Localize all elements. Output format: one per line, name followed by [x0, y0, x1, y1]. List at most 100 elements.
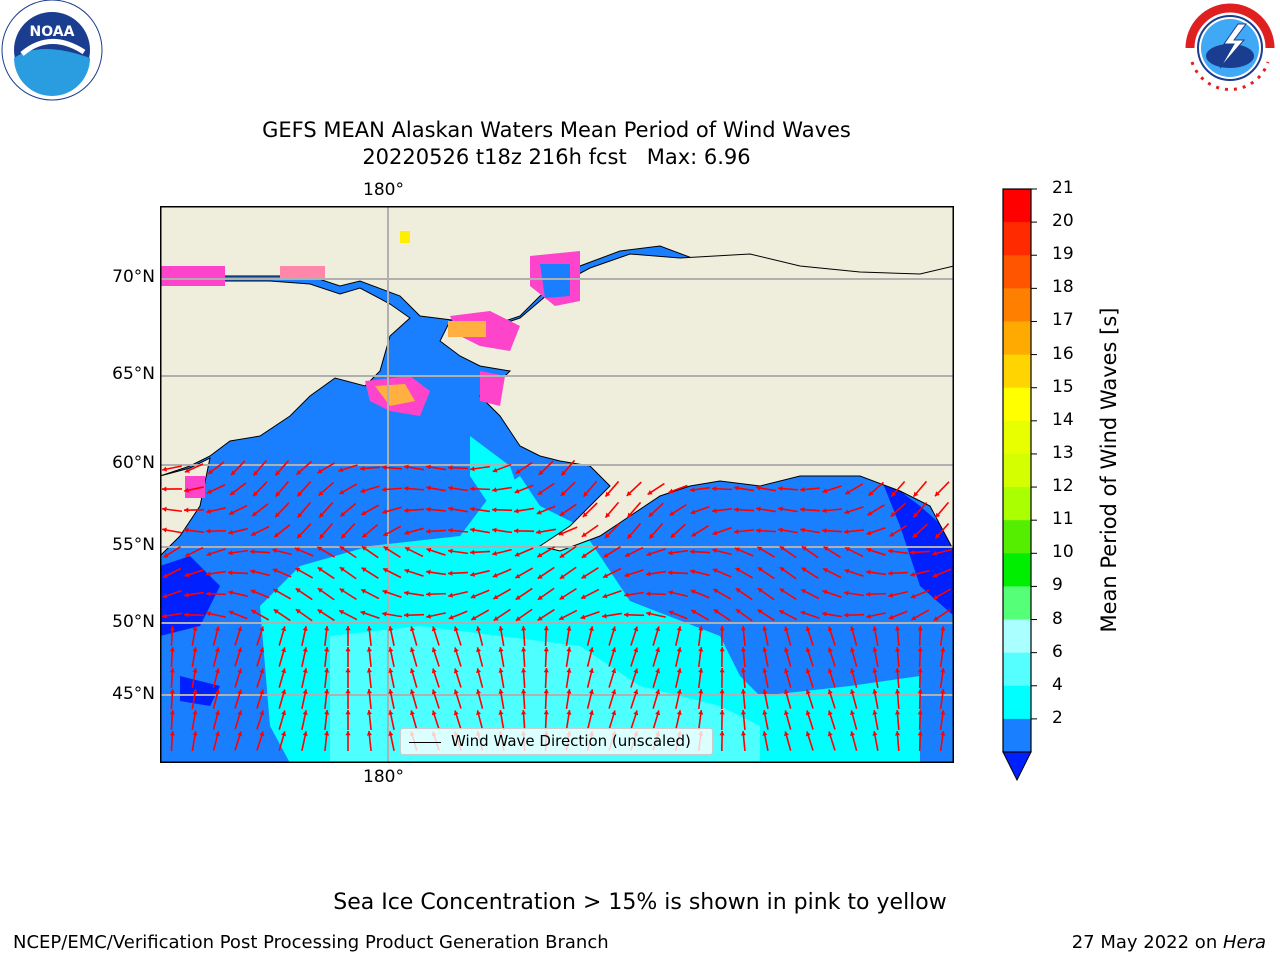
wind-wave-arrowhead [822, 589, 828, 595]
ice-chukchi-open [540, 264, 570, 298]
wind-wave-arrowhead [214, 710, 220, 716]
wind-wave-arrowhead [783, 689, 789, 695]
wind-wave-arrowhead [866, 613, 871, 619]
wind-wave-arrowhead [676, 689, 682, 694]
wind-wave-arrowhead [339, 588, 345, 594]
wind-wave-arrowhead [740, 647, 747, 652]
wind-wave-arrowhead [206, 591, 211, 597]
wind-wave-arrowhead [712, 508, 717, 514]
wind-wave-arrowhead [345, 710, 351, 715]
colorbar-tick-label: 4 [1052, 674, 1063, 695]
wind-wave-arrowhead [324, 668, 330, 673]
wind-wave-arrowhead [192, 689, 198, 694]
wind-wave-arrowhead [783, 668, 789, 674]
colorbar-tick-label: 16 [1052, 343, 1074, 364]
wind-wave-arrowhead [543, 647, 549, 652]
wind-wave-arrowhead [345, 668, 351, 673]
wind-wave-arrowhead [339, 610, 345, 615]
colorbar-block [1003, 288, 1031, 322]
wind-wave-arrowhead [453, 647, 459, 653]
colorbar-blocks [1003, 189, 1031, 753]
lat-label-55: 55°N [112, 535, 155, 555]
map-panel [160, 206, 954, 763]
wind-wave-arrowhead [827, 647, 833, 653]
wind-wave-arrowhead [162, 486, 167, 492]
wind-wave-arrowhead [383, 568, 389, 573]
colorbar-block [1003, 652, 1031, 687]
wind-wave-arrowhead [228, 550, 233, 556]
wind-wave-arrowhead [426, 591, 431, 597]
ocean-zone-low-west [160, 556, 220, 636]
chart-title: GEFS MEAN Alaskan Waters Mean Period of … [262, 118, 851, 142]
wind-wave-arrowhead [259, 626, 265, 632]
wind-wave-arrowhead [206, 528, 211, 534]
wind-wave-arrowhead [448, 527, 453, 533]
wind-wave-arrowhead [169, 689, 175, 694]
wind-wave-arrowhead [559, 553, 565, 558]
wind-wave-arrowhead [894, 668, 901, 673]
wind-wave-arrowhead [537, 595, 543, 600]
colorbar [1000, 186, 1090, 786]
wind-wave-arrowhead [588, 626, 594, 632]
wind-wave-arrowhead [940, 668, 946, 673]
wind-wave-arrowhead [757, 588, 763, 593]
wind-wave-arrowhead [891, 491, 897, 497]
wind-wave-arrowhead [272, 548, 278, 554]
wind-wave-arrowhead [800, 527, 805, 533]
wind-wave-arrowhead [169, 626, 175, 631]
wind-wave-arrowhead [762, 710, 768, 715]
wind-wave-arrowhead [894, 626, 901, 631]
wind-wave-arrowhead [259, 647, 265, 653]
wind-wave-arrowhead [253, 491, 258, 497]
colorbar-block [1003, 619, 1031, 654]
wind-wave-arrowhead [404, 590, 409, 596]
wind-wave-arrowhead [779, 588, 785, 594]
wind-wave-arrowhead [778, 527, 783, 533]
wind-wave-arrowhead [237, 668, 243, 674]
wind-wave-arrowhead [426, 569, 431, 575]
wind-wave-arrowhead [237, 731, 243, 737]
wind-wave-arrowhead [872, 731, 878, 736]
lat-label-70: 70°N [112, 267, 155, 287]
wind-wave-arrowhead [302, 731, 308, 736]
footer-date: 27 May 2022 on Hera [1072, 932, 1266, 953]
wind-wave-arrowhead [588, 668, 594, 674]
wind-wave-arrowhead [207, 469, 213, 474]
wind-wave-arrowhead [566, 668, 572, 673]
wind-wave-arrowhead [691, 609, 697, 615]
lat-label-60: 60°N [112, 453, 155, 473]
wind-wave-arrowhead [361, 546, 367, 551]
wind-wave-arrowhead [404, 612, 409, 618]
wind-wave-arrowhead [805, 689, 811, 695]
wind-wave-arrowhead [448, 548, 453, 554]
wind-wave-arrowhead [676, 668, 682, 673]
wind-wave-arrowhead [762, 626, 768, 631]
wind-wave-arrowhead [844, 612, 849, 618]
wind-wave-arrowhead [917, 626, 923, 631]
wind-wave-arrowhead [492, 467, 498, 473]
wind-wave-arrowhead [757, 609, 763, 615]
wind-wave-arrowhead [228, 510, 234, 515]
wind-wave-arrowhead [362, 532, 368, 538]
colorbar-label: Mean Period of Wind Waves [s] [1097, 307, 1121, 633]
wind-wave-arrowhead [740, 731, 747, 736]
wind-wave-arrowhead [324, 647, 330, 652]
wind-wave-arrowhead [426, 613, 431, 619]
wind-wave-arrowhead [273, 588, 279, 594]
wind-wave-arrowhead [521, 668, 527, 673]
wind-wave-arrowhead [783, 710, 789, 716]
wind-wave-arrowhead [259, 710, 265, 716]
wind-wave-arrowhead [470, 506, 475, 512]
wind-wave-arrowhead [448, 614, 454, 620]
wind-wave-arrowhead [515, 616, 521, 621]
wind-wave-arrowhead [800, 610, 806, 616]
wind-wave-arrowhead [230, 490, 236, 496]
wind-wave-arrowhead [382, 486, 387, 492]
wind-wave-arrowhead [192, 647, 198, 652]
wind-wave-arrowhead [940, 647, 946, 652]
wind-wave-arrowhead [228, 529, 234, 535]
wind-wave-arrowhead [827, 710, 833, 716]
wind-wave-arrowhead [521, 647, 527, 652]
wind-wave-arrowhead [655, 668, 661, 674]
wind-wave-arrowhead [214, 626, 220, 632]
